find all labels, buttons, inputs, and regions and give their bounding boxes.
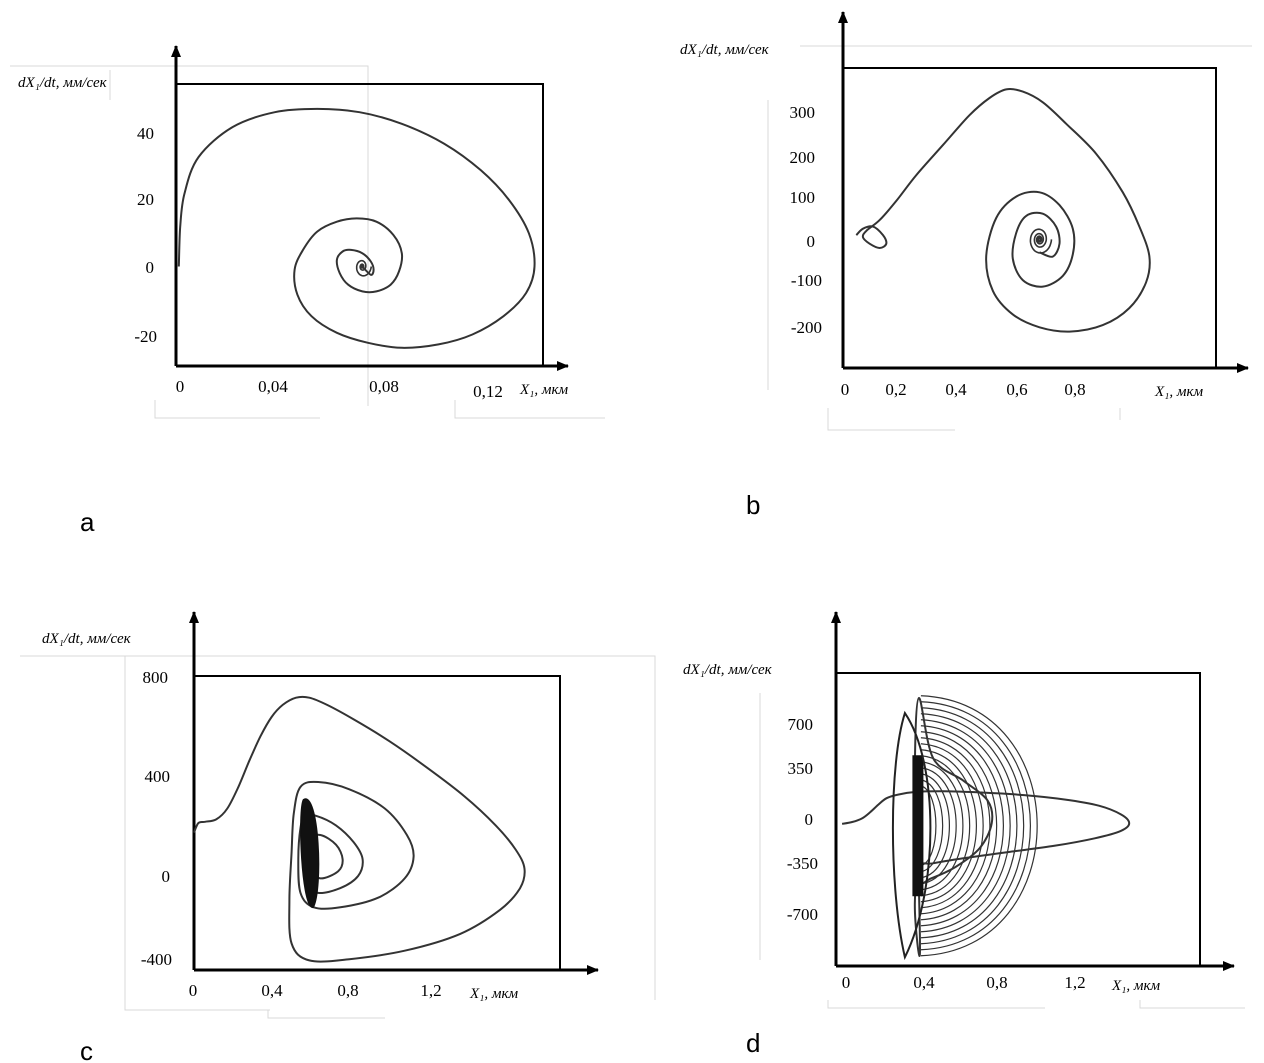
panel-d-x-tick: 0,4 bbox=[913, 973, 935, 992]
panel-b-x-tick: 0,4 bbox=[945, 380, 967, 399]
panel-a-guide-lines bbox=[10, 65, 605, 419]
panel-a-trajectory bbox=[177, 107, 536, 349]
panel-d-y-tick: 350 bbox=[788, 759, 814, 778]
panel-a-letter: a bbox=[80, 507, 95, 537]
panel-b-inner-spiral bbox=[1029, 228, 1053, 254]
panel-b-y-tick: 100 bbox=[790, 188, 816, 207]
panel-b-x-tick: 0,6 bbox=[1006, 380, 1027, 399]
panel-a-y-axis-label: dX₁/dt, мм/сек bbox=[18, 75, 108, 91]
panel-a-x-tick: 0 bbox=[176, 377, 185, 396]
panel-d-y-tick: -350 bbox=[787, 854, 818, 873]
panel-b-letter: b bbox=[746, 490, 760, 520]
panel-d-trajectory bbox=[841, 696, 1131, 957]
panel-c-x-tick: 0,8 bbox=[337, 981, 358, 1000]
panel-c-y-tick: -400 bbox=[141, 950, 172, 969]
panel-b: dX₁/dt, мм/сек X₁, мкм 300 200 100 0 -10… bbox=[680, 11, 1252, 520]
panel-c-x-tick: 0 bbox=[189, 981, 198, 1000]
panel-a: dX₁/dt, мм/сек X₁, мкм 40 20 0 -20 0 0,0… bbox=[10, 45, 605, 537]
panel-b-y-tick: -100 bbox=[791, 271, 822, 290]
panel-c-x-tick: 0,4 bbox=[261, 981, 283, 1000]
panel-a-inner-spiral bbox=[355, 259, 373, 277]
panel-c-y-tick: 0 bbox=[162, 867, 171, 886]
panel-a-x-axis-label: X₁, мкм bbox=[519, 382, 568, 398]
panel-c-letter: c bbox=[80, 1036, 93, 1063]
panel-a-x-tick: 0,08 bbox=[369, 377, 399, 396]
panel-c-plot-frame bbox=[194, 675, 561, 970]
panel-c-x-tick: 1,2 bbox=[420, 981, 441, 1000]
panel-d-y-axis-label: dX₁/dt, мм/сек bbox=[683, 662, 773, 678]
panel-d-x-tick: 0,8 bbox=[986, 973, 1007, 992]
panel-a-y-tick: 40 bbox=[137, 124, 154, 143]
panel-b-y-axis-label: dX₁/dt, мм/сек bbox=[680, 42, 770, 58]
panel-d-x-tick: 0 bbox=[842, 973, 851, 992]
panel-d-x-tick: 1,2 bbox=[1064, 973, 1085, 992]
panel-d-letter: d bbox=[746, 1028, 760, 1058]
panel-b-x-tick: 0 bbox=[841, 380, 850, 399]
panel-d-y-tick: -700 bbox=[787, 905, 818, 924]
panel-d-dense-core bbox=[912, 755, 924, 897]
panel-b-guide-lines bbox=[767, 45, 1252, 431]
panel-b-y-tick: 200 bbox=[790, 148, 816, 167]
panel-d-plot-frame bbox=[836, 672, 1201, 966]
panel-d-y-tick: 0 bbox=[805, 810, 814, 829]
panel-d-x-axis-label: X₁, мкм bbox=[1111, 978, 1160, 994]
panel-c-dense-core bbox=[300, 798, 320, 909]
panel-c-trajectory bbox=[193, 695, 526, 963]
panel-a-y-tick: -20 bbox=[134, 327, 157, 346]
panel-a-x-tick: 0,12 bbox=[473, 382, 503, 401]
panel-c-y-tick: 800 bbox=[143, 668, 169, 687]
panel-b-y-tick: 0 bbox=[807, 232, 816, 251]
panel-c-guide-lines bbox=[20, 655, 656, 1019]
panel-a-plot-frame bbox=[176, 83, 544, 366]
panel-a-x-tick: 0,04 bbox=[258, 377, 288, 396]
panel-c-x-axis-label: X₁, мкм bbox=[469, 986, 518, 1002]
panel-b-x-tick: 0,2 bbox=[885, 380, 906, 399]
panel-b-x-axis-label: X₁, мкм bbox=[1154, 384, 1203, 400]
panel-d-guide-lines bbox=[759, 693, 1245, 1009]
panel-c-y-tick: 400 bbox=[145, 767, 171, 786]
panel-d-lobe-fan bbox=[920, 695, 1038, 957]
panel-b-trajectory bbox=[855, 88, 1151, 333]
panel-b-y-tick: 300 bbox=[790, 103, 816, 122]
panel-b-x-tick: 0,8 bbox=[1064, 380, 1085, 399]
panel-a-y-tick: 20 bbox=[137, 190, 154, 209]
panel-d: dX₁/dt, мм/сек X₁, мкм 700 350 0 -350 -7… bbox=[683, 611, 1245, 1058]
panel-c: dX₁/dt, мм/сек X₁, мкм 800 400 0 -400 0 … bbox=[20, 611, 656, 1063]
panel-b-y-tick: -200 bbox=[791, 318, 822, 337]
panel-d-spike-envelope bbox=[891, 710, 932, 961]
panel-a-y-tick: 0 bbox=[146, 258, 155, 277]
panel-b-plot-frame bbox=[843, 67, 1217, 368]
panel-c-y-axis-label: dX₁/dt, мм/сек bbox=[42, 631, 132, 647]
panel-d-y-tick: 700 bbox=[788, 715, 814, 734]
